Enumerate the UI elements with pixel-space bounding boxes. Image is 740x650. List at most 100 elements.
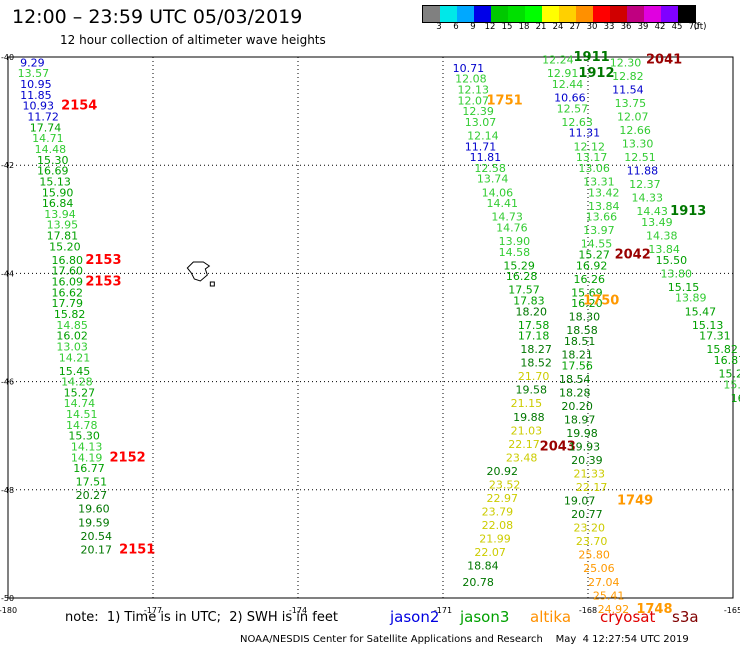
pass-time-label: 2041 — [646, 53, 682, 68]
wave-height-label: 22.17 — [508, 438, 540, 451]
wave-height-label: 19.58 — [516, 384, 548, 397]
wave-height-label: 17.51 — [76, 476, 108, 489]
wave-height-label: 14.38 — [646, 230, 678, 243]
wave-height-label: 13.66 — [586, 211, 618, 224]
wave-height-label: 25.41 — [593, 589, 625, 602]
wave-height-label: 17.18 — [518, 330, 550, 343]
pass-time-label: 2042 — [615, 247, 651, 262]
wave-height-label: 19.07 — [564, 495, 596, 508]
wave-height-label: 22.07 — [474, 546, 506, 559]
wave-height-label: 20.54 — [81, 530, 113, 543]
wave-height-label: 12.57 — [557, 102, 589, 115]
wave-height-label: 16.77 — [73, 462, 105, 475]
wave-height-label: 18.21 — [561, 349, 593, 362]
wave-height-label: 12.63 — [561, 116, 593, 129]
color-scale-label: 15 — [501, 22, 513, 32]
wave-height-label: 13.49 — [641, 216, 673, 229]
wave-height-label: 14.48 — [35, 143, 66, 156]
color-scale-label: 27 — [569, 22, 581, 32]
wave-height-label: 9.29 — [20, 56, 45, 69]
wave-height-label: 11.31 — [569, 127, 601, 140]
wave-height-label: 15.27 — [64, 386, 95, 399]
wave-height-label: 21.99 — [479, 532, 511, 545]
wave-height-label: 15.69 — [571, 286, 603, 299]
wave-height-label: 15.45 — [59, 365, 91, 378]
y-tick-label: -50 — [1, 594, 14, 603]
y-tick-label: -44 — [1, 269, 14, 278]
wave-height-label: 16.62 — [52, 286, 84, 299]
wave-height-label: 13.42 — [588, 186, 620, 199]
wave-height-label: 13.84 — [648, 243, 680, 256]
wave-height-label: 19.59 — [78, 516, 110, 529]
wave-height-label: 12.07 — [617, 111, 649, 124]
wave-height-label: 19.98 — [566, 427, 598, 440]
wave-height-label: 16.80 — [52, 254, 84, 267]
wave-height-label: 12.91 — [547, 67, 579, 80]
wave-height-label: 14.33 — [632, 192, 664, 205]
wave-height-label: 13.74 — [477, 173, 509, 186]
wave-height-label: 16.92 — [576, 259, 608, 272]
color-swatch — [678, 6, 695, 22]
wave-height-label: 23.79 — [482, 505, 513, 518]
wave-height-label: 15.20 — [49, 240, 80, 253]
wave-height-label: 14.78 — [66, 419, 98, 432]
color-swatch — [525, 6, 542, 22]
wave-height-label: 23.20 — [574, 522, 606, 535]
wave-height-label: 17.31 — [699, 330, 731, 343]
wave-height-label: 16 — [731, 392, 740, 405]
page-subtitle: 12 hour collection of altimeter wave hei… — [60, 33, 326, 47]
wave-height-label: 18.52 — [520, 357, 552, 370]
wave-height-label: 12.30 — [610, 56, 642, 69]
color-swatch — [474, 6, 491, 22]
wave-height-label: 13.97 — [583, 224, 615, 237]
wave-height-label: 18.51 — [564, 335, 596, 348]
wave-height-label: 15.82 — [54, 308, 86, 321]
y-tick-label: -40 — [1, 53, 14, 62]
y-tick-label: -48 — [1, 486, 14, 495]
wave-height-label: 13.94 — [44, 208, 76, 221]
wave-height-label: 14.55 — [581, 238, 613, 251]
wave-height-label: 21.70 — [518, 370, 550, 383]
wave-height-label: 19.93 — [569, 441, 601, 454]
pass-time-label: 1748 — [636, 602, 672, 617]
color-scale-label: 33 — [603, 22, 615, 32]
color-scale-label: 9 — [470, 22, 476, 32]
color-scale-label: (ft) — [693, 22, 707, 32]
wave-height-label: 18.27 — [520, 343, 552, 356]
wave-height-label: 17.83 — [513, 294, 545, 307]
wave-height-label: 10.95 — [20, 78, 52, 91]
satellite-legend-jason2: jason2 — [390, 608, 440, 626]
wave-height-label: 12.24 — [542, 54, 574, 67]
wave-height-label: 25.80 — [578, 549, 610, 562]
wave-height-label: 14.85 — [56, 319, 87, 332]
wave-height-label: 15.29 — [503, 259, 534, 272]
wave-height-label: 10.66 — [554, 92, 586, 105]
wave-height-label: 12.44 — [552, 78, 584, 91]
pass-time-label: 1912 — [578, 66, 614, 81]
wave-height-label: 18.58 — [566, 324, 598, 337]
wave-height-label: 16.09 — [52, 276, 84, 289]
wave-height-label: 17.74 — [30, 121, 62, 134]
pass-time-label: 1911 — [574, 50, 610, 65]
wave-height-label: 14.58 — [499, 246, 531, 259]
wave-height-label: 14.71 — [32, 132, 64, 145]
wave-height-label: 11.81 — [470, 151, 502, 164]
wave-height-label: 18.30 — [569, 311, 601, 324]
x-tick-label: -180 — [0, 606, 17, 615]
wave-height-label: 17.56 — [561, 359, 593, 372]
wave-height-label: 18.28 — [559, 386, 591, 399]
wave-height-label: 23.48 — [506, 451, 538, 464]
x-tick-label: -165 — [724, 606, 740, 615]
x-tick-label: -171 — [434, 606, 452, 615]
wave-height-label: 16.20 — [571, 297, 603, 310]
wave-height-label: 22.97 — [487, 492, 519, 505]
wave-height-label: 14.76 — [496, 221, 527, 234]
pass-time-label: 2152 — [110, 450, 146, 465]
wave-height-label: 18.97 — [564, 413, 596, 426]
wave-height-label: 16.26 — [574, 273, 606, 286]
wave-height-label: 18.20 — [516, 305, 548, 318]
wave-height-label: 11.72 — [27, 111, 59, 124]
color-scale-bar — [422, 5, 696, 23]
wave-height-label: 12.07 — [458, 94, 490, 107]
wave-height-label: 13.57 — [18, 67, 49, 80]
